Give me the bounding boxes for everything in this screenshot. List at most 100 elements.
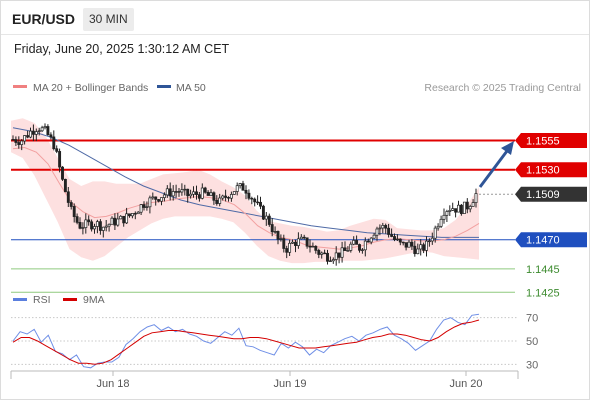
candle-body — [165, 188, 169, 196]
candle — [366, 238, 370, 243]
candle-body — [101, 226, 105, 231]
candle-body — [381, 225, 385, 229]
candle-body — [349, 243, 353, 251]
candle-body — [314, 245, 318, 251]
candle-body — [174, 191, 178, 193]
candle-body — [81, 227, 85, 229]
candle-body — [366, 240, 370, 243]
candle-body — [323, 252, 327, 255]
candle — [355, 235, 359, 245]
candle-body — [459, 204, 463, 214]
candle-body — [363, 240, 367, 251]
candle — [358, 243, 361, 253]
candle-body — [122, 215, 126, 224]
candle — [17, 136, 21, 149]
candle — [31, 124, 35, 142]
candle — [75, 213, 79, 225]
candle-body — [410, 241, 414, 247]
candle — [422, 242, 426, 254]
candle — [212, 191, 216, 205]
candle — [227, 196, 230, 202]
candle — [465, 198, 469, 214]
level-label-text: 1.1445 — [526, 264, 560, 276]
candle-body — [334, 252, 338, 260]
candle-body — [55, 148, 59, 152]
candle — [139, 204, 143, 215]
candle-body — [107, 223, 111, 227]
candle — [270, 218, 274, 237]
rsi-tick-label: 30 — [526, 359, 538, 371]
candle-body — [93, 226, 96, 230]
candle — [235, 182, 239, 196]
candle — [459, 204, 463, 216]
candle — [285, 245, 289, 259]
candle — [125, 207, 129, 224]
timeframe-button[interactable]: 30 MIN — [83, 8, 134, 31]
candle — [171, 185, 175, 201]
candle-body — [241, 183, 245, 191]
rsi-ma-line — [12, 319, 480, 365]
candle — [369, 237, 373, 245]
candle-body — [259, 201, 262, 207]
candle — [346, 246, 350, 252]
candle — [468, 204, 472, 213]
candle — [282, 234, 286, 253]
candle — [416, 243, 420, 255]
candle-body — [401, 241, 405, 244]
candle-body — [425, 240, 428, 251]
candle — [471, 199, 475, 207]
candle-body — [183, 188, 187, 191]
candle — [436, 223, 440, 231]
candle — [311, 242, 315, 248]
level-label-box — [515, 162, 587, 178]
candle — [305, 237, 309, 249]
candle — [37, 127, 41, 136]
candle-body — [168, 188, 172, 197]
candle-body — [320, 252, 324, 255]
candle-body — [393, 236, 396, 240]
candle — [189, 189, 193, 199]
candle-body — [212, 192, 216, 201]
candle-body — [192, 191, 195, 195]
candle — [203, 186, 207, 194]
candle-body — [186, 188, 190, 197]
candle-body — [448, 210, 452, 212]
candle-body — [462, 201, 466, 214]
candle-body — [308, 245, 312, 248]
candle — [61, 166, 64, 181]
candle — [180, 183, 184, 196]
candle — [259, 196, 262, 210]
candle-body — [326, 252, 329, 262]
candle — [98, 219, 102, 235]
forecast-arrow-icon — [478, 141, 514, 188]
candle-body — [352, 240, 356, 245]
candle — [206, 190, 210, 196]
candle — [410, 239, 414, 250]
candle-body — [128, 213, 131, 217]
candle-body — [346, 250, 350, 252]
candle-body — [282, 238, 286, 249]
candle — [107, 223, 111, 232]
candle-body — [43, 126, 47, 129]
candle — [267, 213, 271, 227]
candle-body — [142, 204, 146, 208]
level-label-box — [515, 232, 587, 248]
candle-body — [154, 196, 158, 200]
ma20-legend-swatch — [13, 85, 27, 88]
level-label: 1.1509 — [515, 186, 587, 202]
candle-body — [474, 193, 478, 203]
candle-body — [203, 187, 207, 193]
candle-body — [305, 237, 309, 247]
candle — [302, 234, 306, 240]
candle-body — [457, 204, 460, 213]
candle-body — [189, 193, 193, 197]
x-axis-ticks: Jun 18 Jun 19 Jun 20 — [96, 371, 483, 390]
candle — [95, 219, 99, 234]
candle-body — [372, 234, 376, 239]
header-divider — [1, 34, 589, 35]
candle-body — [296, 238, 300, 246]
candle — [20, 139, 24, 151]
candle-body — [110, 217, 114, 225]
candle-body — [436, 225, 440, 229]
candle-body — [250, 197, 254, 200]
